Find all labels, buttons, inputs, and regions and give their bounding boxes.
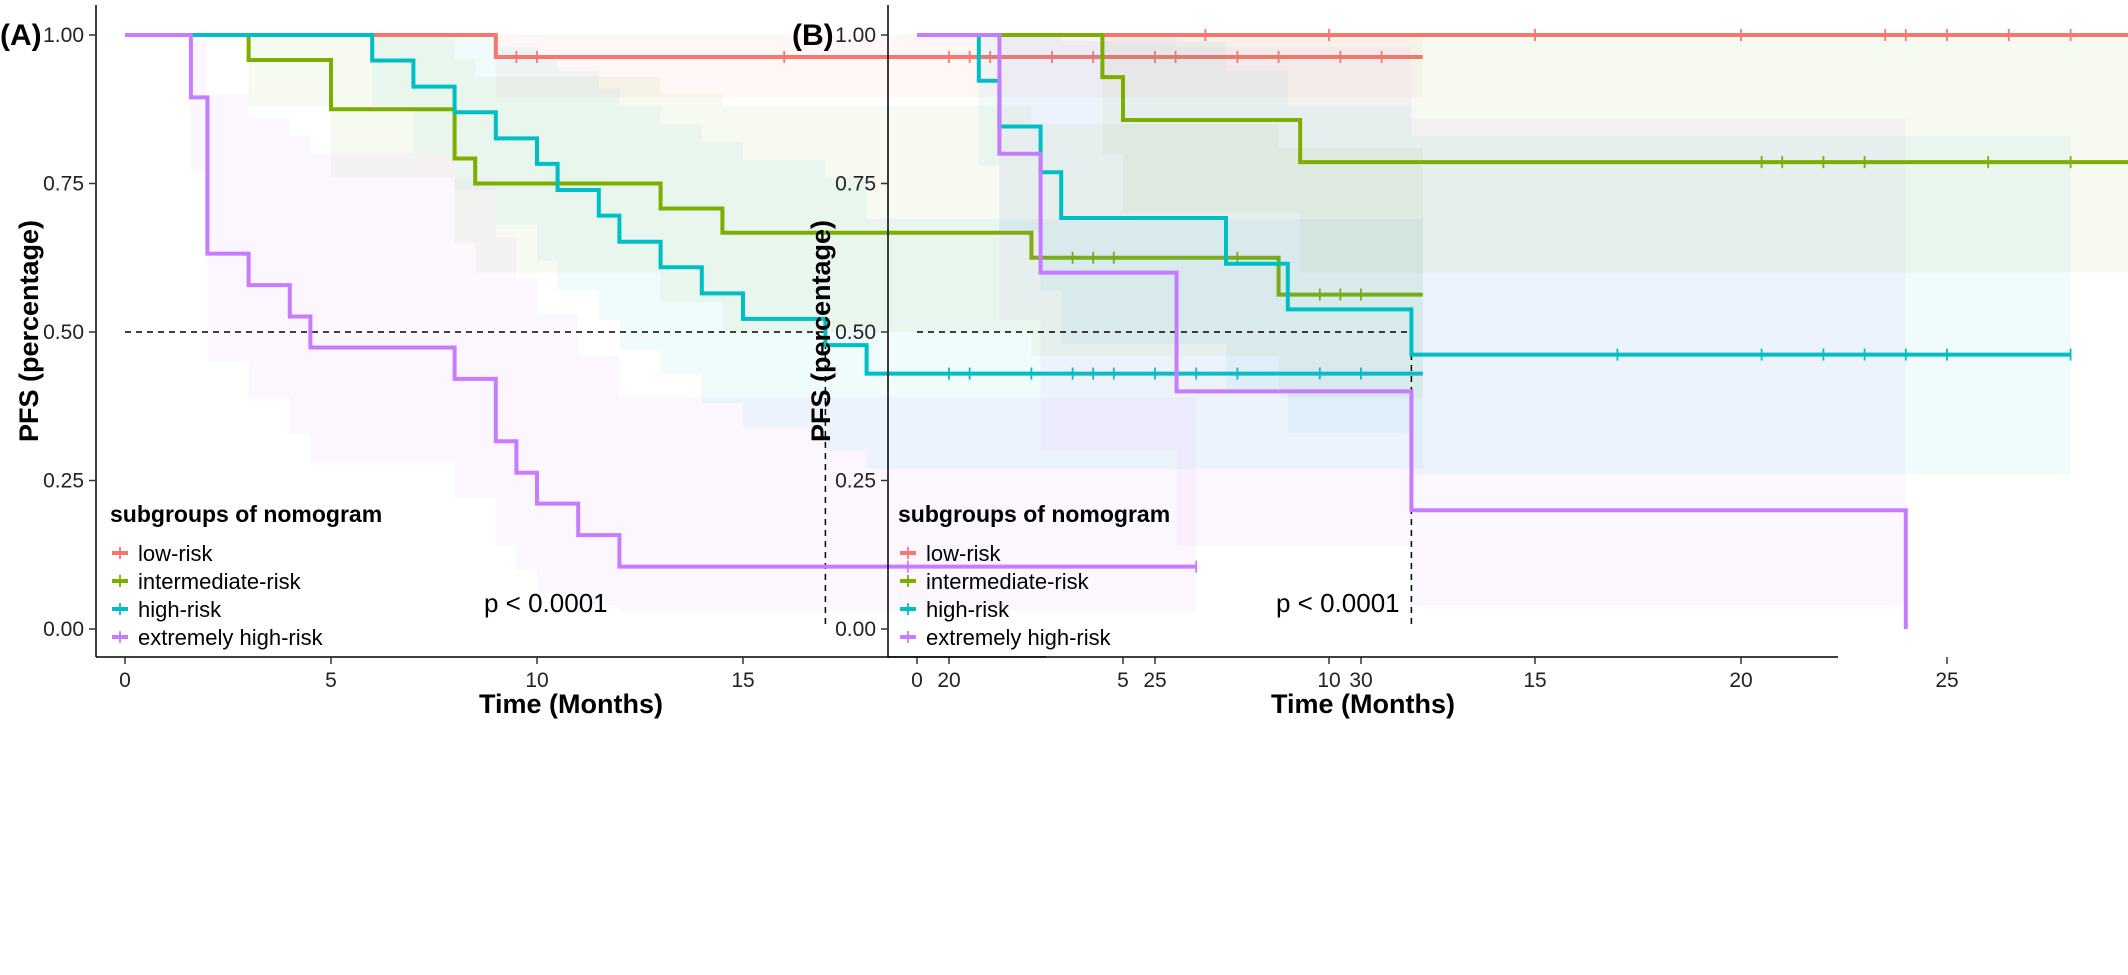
x-tick-label: 15 <box>731 669 754 692</box>
y-axis-title: PFS (percentage) <box>806 220 836 442</box>
curve-extremely-high-risk <box>125 33 1197 569</box>
ci-band-extremely-high-risk <box>125 35 1197 612</box>
legend-item-extremely-high-risk: extremely high-risk <box>112 625 324 650</box>
legend-title: subgroups of nomogram <box>898 501 1170 527</box>
legend-label: intermediate-risk <box>138 569 302 594</box>
ci-band-high-risk <box>125 35 1423 469</box>
legend-label: high-risk <box>926 597 1010 622</box>
ci-band-intermediate-risk <box>125 35 1423 398</box>
legend-label: extremely high-risk <box>926 625 1112 650</box>
x-axis-title: Time (Months) <box>1271 689 1455 719</box>
y-tick-label: 1.00 <box>835 24 876 47</box>
x-tick-label: 10 <box>525 669 548 692</box>
y-tick-label: 0.50 <box>43 321 84 344</box>
legend-label: low-risk <box>926 541 1002 566</box>
x-tick-label: 5 <box>1117 669 1129 692</box>
p-value-label: p < 0.0001 <box>1276 588 1400 618</box>
p-value-label: p < 0.0001 <box>484 588 608 618</box>
ci-band-intermediate-risk <box>917 35 2128 273</box>
legend-label: extremely high-risk <box>138 625 324 650</box>
y-tick-label: 0.50 <box>835 321 876 344</box>
y-tick-label: 0.25 <box>835 470 876 493</box>
ci-band-high-risk <box>917 35 2071 475</box>
y-tick-label: 0.25 <box>43 470 84 493</box>
x-tick-label: 0 <box>119 669 131 692</box>
x-tick-label: 0 <box>911 669 923 692</box>
ci-band-low-risk <box>125 35 1423 98</box>
legend: subgroups of nomogram low-risk intermedia… <box>898 501 1170 650</box>
curve-high-risk <box>917 33 2071 357</box>
y-tick-label: 0.00 <box>43 618 84 641</box>
x-tick-label: 30 <box>1349 669 1372 692</box>
legend-item-low-risk: low-risk <box>112 541 214 566</box>
legend-item-high-risk: high-risk <box>900 597 1010 622</box>
curve-high-risk <box>125 33 1423 376</box>
legend-item-intermediate-risk: intermediate-risk <box>900 569 1090 594</box>
x-axis-title: Time (Months) <box>479 689 663 719</box>
legend-label: low-risk <box>138 541 214 566</box>
y-tick-label: 0.75 <box>835 173 876 196</box>
curve-intermediate-risk <box>917 33 2128 165</box>
x-tick-label: 25 <box>1935 669 1958 692</box>
panel-b: 0 5 10 15 20 25 30 0.00 0.25 0.50 0.75 1.00 (B) Tim… <box>792 5 2128 719</box>
legend-item-intermediate-risk: intermediate-risk <box>112 569 302 594</box>
legend-label: high-risk <box>138 597 222 622</box>
x-tick-label: 15 <box>1523 669 1546 692</box>
y-tick-label: 0.75 <box>43 173 84 196</box>
legend-item-high-risk: high-risk <box>112 597 222 622</box>
panel-label: (B) <box>792 19 834 52</box>
panel-label: (A) <box>0 19 42 52</box>
x-tick-label: 5 <box>325 669 337 692</box>
y-axis-title: PFS (percentage) <box>14 220 44 442</box>
x-tick-label: 20 <box>1729 669 1752 692</box>
legend-label: intermediate-risk <box>926 569 1090 594</box>
curve-extremely-high-risk <box>917 33 1908 629</box>
legend: subgroups of nomogram low-risk intermedia… <box>110 501 382 650</box>
x-tick-label: 25 <box>1143 669 1166 692</box>
legend-title: subgroups of nomogram <box>110 501 382 527</box>
y-tick-label: 0.00 <box>835 618 876 641</box>
x-tick-label: 10 <box>1317 669 1340 692</box>
legend-item-low-risk: low-risk <box>900 541 1002 566</box>
panel-a: 0 5 10 15 20 25 30 0.00 0.25 0.50 0.75 1.00 (A) Tim… <box>0 5 1423 719</box>
x-tick-label: 20 <box>937 669 960 692</box>
y-tick-label: 1.00 <box>43 24 84 47</box>
legend-item-extremely-high-risk: extremely high-risk <box>900 625 1112 650</box>
